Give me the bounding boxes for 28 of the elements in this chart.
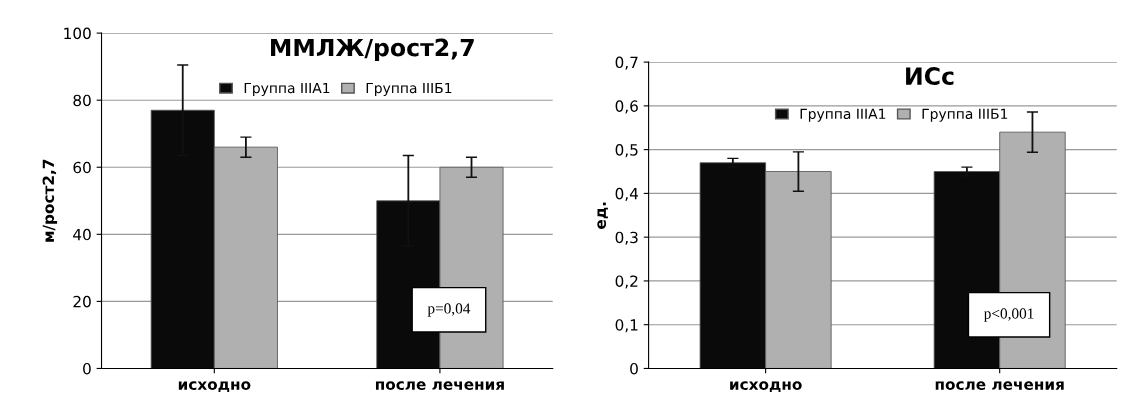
y-tick-label: 20 bbox=[73, 295, 91, 308]
y-tick-label: 0,2 bbox=[615, 275, 638, 289]
y-tick-label: 0 bbox=[83, 362, 91, 375]
y-tick-label: 60 bbox=[73, 161, 91, 174]
y-tick-label: 0 bbox=[630, 362, 638, 375]
x-tick-label: после лечения bbox=[935, 381, 1064, 391]
annotation: p<0,001 bbox=[983, 308, 1034, 322]
chart-title: ИСс bbox=[906, 67, 954, 85]
legend-label: Группа IIIБ1 bbox=[366, 82, 452, 96]
legend-label: Группа IIIБ1 bbox=[922, 108, 1008, 122]
legend-label: Группа IIIA1 bbox=[800, 108, 886, 122]
y-tick-label: 0,1 bbox=[615, 319, 638, 333]
y-tick-label: 40 bbox=[73, 228, 91, 241]
y-tick-label: 0,4 bbox=[615, 187, 639, 201]
y-tick-label: 0,5 bbox=[615, 144, 638, 158]
y-tick-label: 100 bbox=[64, 27, 91, 40]
annotation: p=0,04 bbox=[427, 303, 471, 317]
y-tick-label: 80 bbox=[73, 94, 91, 107]
y-tick-label: 0,6 bbox=[615, 100, 638, 114]
x-tick-label: исходно bbox=[730, 381, 802, 392]
y-tick-label: 0,3 bbox=[615, 231, 638, 245]
y-axis-title: м/рост2,7 bbox=[42, 159, 58, 242]
chart-title: ММЛЖ/рост2,7 bbox=[271, 38, 474, 61]
x-tick-label: после лечения bbox=[375, 381, 504, 391]
y-tick-label: 0,7 bbox=[615, 56, 638, 70]
y-axis-title: ед. bbox=[597, 202, 608, 229]
x-tick-label: исходно bbox=[178, 381, 251, 392]
legend-label: Группа IIIA1 bbox=[244, 82, 330, 96]
